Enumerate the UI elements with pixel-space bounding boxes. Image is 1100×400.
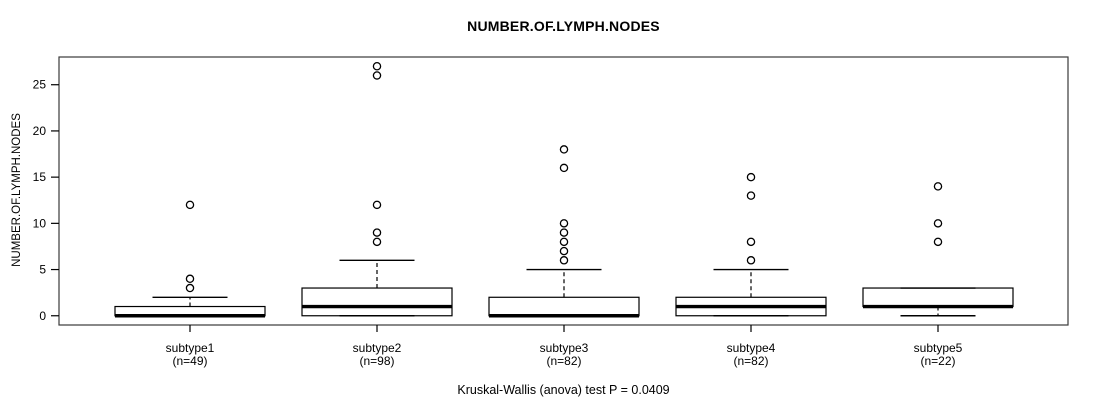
outlier-point [933,219,943,228]
outlier-point [559,246,569,256]
x-category-sublabel: (n=82) [546,354,581,368]
outlier-point [746,256,756,265]
outlier-point [185,200,195,210]
outlier-point [372,237,382,247]
outlier-point [559,163,569,173]
x-category-label: subtype2 [353,341,402,355]
x-category-label: subtype3 [540,341,589,355]
x-category-sublabel: (n=22) [920,354,955,368]
iqr-box [862,287,1014,308]
chart-title: NUMBER.OF.LYMPH.NODES [467,18,660,34]
y-axis-title: NUMBER.OF.LYMPH.NODES [11,113,23,267]
outlier-point [559,237,569,247]
outlier-point [559,228,569,237]
outlier-point [185,274,195,284]
outlier-point [746,237,756,247]
y-tick-label: 10 [33,216,47,230]
kruskal-wallis-caption: Kruskal-Wallis (anova) test P = 0.0409 [457,383,670,397]
outlier-point [933,237,943,247]
y-tick-label: 5 [39,263,46,277]
outlier-point [185,283,195,293]
outlier-point [372,200,382,210]
outlier-point [372,228,382,237]
x-category-sublabel: (n=98) [359,354,394,368]
outlier-point [559,145,569,154]
iqr-box [301,287,453,317]
outlier-point [746,172,756,182]
y-tick-label: 15 [33,170,47,184]
outlier-point [933,182,943,191]
outlier-point [559,219,569,228]
outlier-point [559,256,569,265]
y-tick-label: 25 [33,78,47,92]
outlier-point [372,61,382,71]
x-category-label: subtype5 [914,341,963,355]
y-tick-label: 20 [33,124,47,138]
x-category-sublabel: (n=49) [172,354,207,368]
x-category-sublabel: (n=82) [733,354,768,368]
outlier-point [372,71,382,80]
x-category-label: subtype1 [166,341,215,355]
plot-frame [58,56,1069,326]
outlier-point [746,191,756,200]
x-category-label: subtype4 [727,341,776,355]
iqr-box [488,296,640,317]
y-tick-label: 0 [39,309,46,323]
